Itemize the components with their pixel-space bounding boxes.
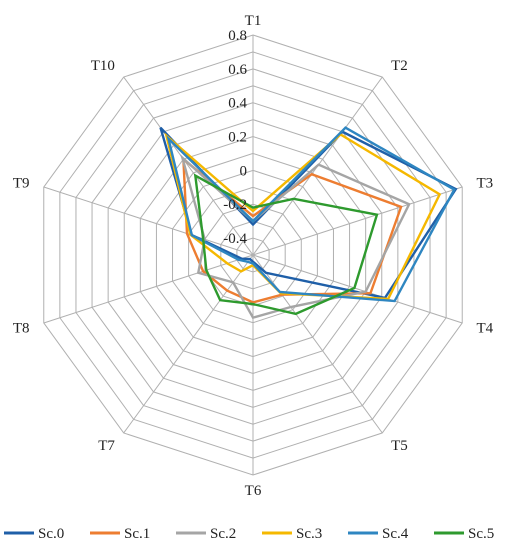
series-line-sc-5 bbox=[193, 173, 379, 316]
legend-label-sc-4: Sc.4 bbox=[382, 526, 409, 542]
category-label-t2: T2 bbox=[391, 58, 408, 74]
radar-grid bbox=[43, 34, 463, 476]
legend-label-sc-2: Sc.2 bbox=[210, 526, 236, 542]
category-label-t5: T5 bbox=[391, 438, 408, 454]
legend-label-sc-5: Sc.5 bbox=[468, 526, 494, 542]
category-label-t4: T4 bbox=[477, 321, 494, 337]
grid-spoke bbox=[123, 76, 254, 256]
grid-spoke bbox=[252, 186, 463, 256]
grid-spoke bbox=[252, 254, 463, 324]
tick-label: 0.8 bbox=[228, 28, 247, 44]
grid-spoke bbox=[43, 186, 254, 256]
grid-spoke bbox=[123, 254, 254, 434]
series-lines bbox=[159, 126, 458, 320]
series-line-sc-2 bbox=[180, 154, 411, 320]
category-label-t3: T3 bbox=[477, 175, 494, 191]
category-label-t9: T9 bbox=[13, 175, 30, 191]
legend-label-sc-0: Sc.0 bbox=[38, 526, 64, 542]
category-label-t7: T7 bbox=[98, 438, 115, 454]
tick-label: 0.6 bbox=[228, 62, 247, 78]
legend-label-sc-1: Sc.1 bbox=[124, 526, 150, 542]
tick-label: 0.2 bbox=[228, 130, 247, 146]
category-label-t8: T8 bbox=[13, 321, 30, 337]
tick-label: -0.4 bbox=[223, 231, 247, 247]
tick-label: 0 bbox=[240, 163, 248, 179]
category-label-t10: T10 bbox=[91, 58, 115, 74]
category-label-t1: T1 bbox=[245, 13, 262, 29]
category-labels: T1 T2 T3 T4 T5 T6 T7 T8 T9 T10 bbox=[13, 13, 494, 499]
legend-label-sc-3: Sc.3 bbox=[296, 526, 322, 542]
grid-spoke bbox=[43, 254, 254, 324]
radial-tick-labels: -0.4 -0.2 0 0.2 0.4 0.6 0.8 bbox=[223, 28, 247, 247]
legend: Sc.0 Sc.1 Sc.2 Sc.3 Sc.4 Sc.5 bbox=[4, 526, 494, 542]
tick-label: -0.2 bbox=[223, 197, 247, 213]
tick-label: 0.4 bbox=[228, 96, 247, 112]
series-line-sc-4 bbox=[166, 126, 456, 303]
grid-spoke bbox=[252, 254, 383, 434]
category-label-t6: T6 bbox=[245, 483, 262, 499]
